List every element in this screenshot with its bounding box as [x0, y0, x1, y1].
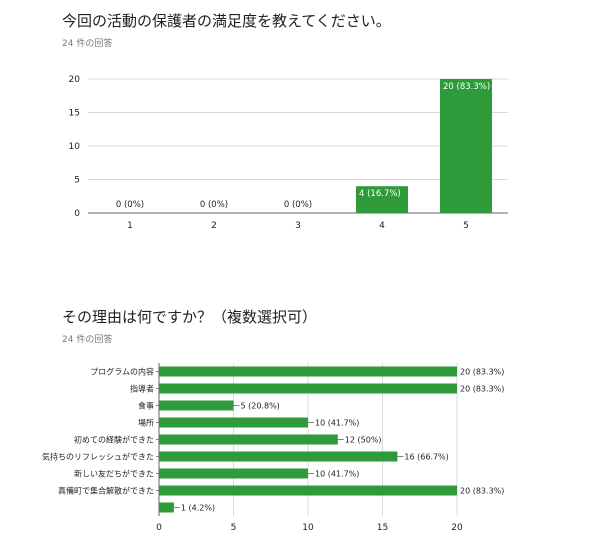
bar [159, 502, 174, 513]
response-count: 24 件の回答 [62, 39, 113, 49]
data-label: 20 (83.3%) [460, 368, 504, 377]
bar [356, 186, 408, 213]
x-tick-label: 5 [231, 523, 237, 533]
x-tick-label: 1 [127, 221, 133, 231]
x-tick-label: 5 [463, 221, 469, 231]
data-label: 0 (0%) [284, 200, 312, 210]
y-tick-label: 10 [69, 142, 81, 152]
y-tick-label: 食事 [138, 401, 154, 411]
y-tick-label: 0 [74, 209, 80, 219]
data-label: 16 (66.7%) [404, 453, 448, 462]
data-label: 1 (4.2%) [181, 504, 215, 513]
y-tick-label: 初めての経験ができた [74, 435, 154, 445]
bar [159, 417, 308, 428]
data-label: 20 (83.3%) [460, 385, 504, 394]
data-label: 10 (41.7%) [315, 470, 359, 479]
bar [159, 383, 457, 394]
bar [440, 79, 492, 213]
data-label: 20 (83.3%) [443, 82, 490, 92]
data-label: 0 (0%) [116, 200, 144, 210]
data-label: 5 (20.8%) [241, 402, 280, 411]
x-tick-label: 10 [302, 523, 314, 533]
data-label: 10 (41.7%) [315, 419, 359, 428]
data-label: 20 (83.3%) [460, 487, 504, 496]
x-tick-label: 15 [377, 523, 388, 533]
y-tick-label: 新しい友だちができた [74, 469, 154, 479]
y-tick-label: プログラムの内容 [90, 367, 154, 377]
bar [159, 434, 338, 445]
y-tick-label: 5 [74, 176, 80, 186]
data-label: 0 (0%) [200, 200, 228, 210]
x-tick-label: 3 [295, 221, 301, 231]
x-tick-label: 20 [451, 523, 463, 533]
data-label: 4 (16.7%) [359, 189, 401, 199]
question-title: その理由は何ですか？（複数選択可） [62, 308, 318, 326]
response-count: 24 件の回答 [62, 335, 113, 345]
y-tick-label: 15 [69, 109, 80, 119]
chart-section-1: 今回の活動の保護者の満足度を教えてください。 24 件の回答 0 5 10 15 20 0… [0, 0, 600, 250]
bar [159, 485, 457, 496]
x-tick-label: 0 [156, 523, 162, 533]
y-tick-label: 場所 [138, 418, 154, 428]
y-tick-label: 真備町で集合解散ができた [58, 486, 154, 496]
question-title: 今回の活動の保護者の満足度を教えてください。 [62, 12, 391, 30]
bar [159, 451, 398, 462]
bar [159, 400, 234, 411]
x-tick-label: 4 [379, 221, 385, 231]
bar [159, 366, 457, 377]
satisfaction-bar-chart: 0 5 10 15 20 0 (0%) 1 0 (0%) 2 0 (0%) 3 4 (16.7%) 4 2… [69, 75, 508, 231]
y-tick-label: 気持ちのリフレッシュができた [42, 452, 154, 462]
data-label: 12 (50%) [345, 436, 382, 445]
x-tick-label: 2 [211, 221, 217, 231]
y-tick-label: 20 [69, 75, 81, 85]
bar [159, 468, 308, 479]
y-tick-label: 指導者 [130, 384, 154, 394]
